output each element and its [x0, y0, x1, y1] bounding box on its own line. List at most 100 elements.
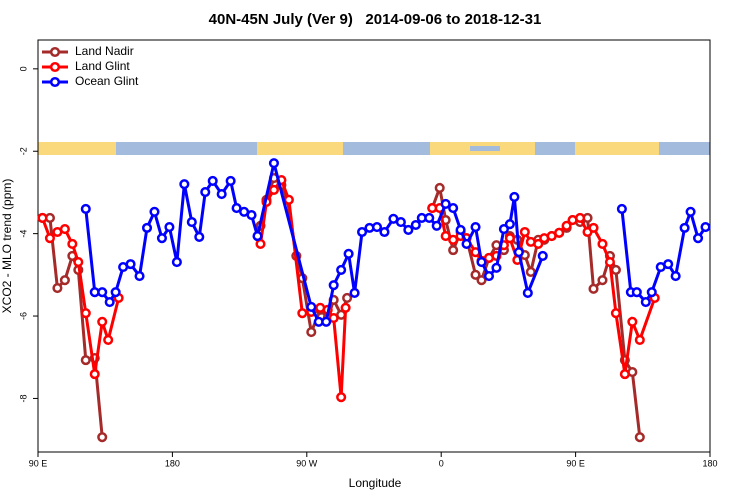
point — [97, 432, 108, 443]
x-axis-label: Longitude — [349, 476, 402, 490]
point — [476, 275, 487, 286]
series-line — [41, 177, 657, 398]
point — [440, 198, 451, 210]
point — [80, 355, 91, 366]
point — [519, 226, 530, 238]
point — [134, 271, 145, 282]
land-ocean-strip — [38, 142, 710, 155]
point — [440, 231, 451, 242]
point — [342, 292, 353, 303]
legend-label: Land Glint — [75, 59, 130, 73]
legend-label: Ocean Glint — [75, 74, 139, 88]
point — [80, 203, 91, 214]
y-axis-label: XCO2 - MLO trend (ppm) — [0, 179, 14, 314]
chart-title: 40N-45N July (Ver 9) 2014-09-06 to 2018-… — [209, 11, 542, 28]
point — [476, 257, 487, 268]
point — [597, 275, 608, 286]
x-tick-label: 90 E — [29, 458, 48, 468]
point — [685, 206, 696, 217]
point — [448, 234, 459, 245]
point — [491, 262, 502, 273]
point — [164, 221, 175, 233]
point — [328, 280, 339, 291]
point — [379, 226, 390, 238]
point — [483, 271, 495, 282]
point — [700, 221, 711, 233]
point — [200, 186, 211, 198]
point — [59, 275, 70, 286]
point — [225, 175, 236, 186]
point — [693, 233, 704, 244]
point — [646, 287, 657, 298]
point — [268, 184, 279, 196]
point — [349, 287, 360, 299]
point — [597, 238, 608, 249]
point — [634, 432, 645, 443]
point — [89, 369, 100, 380]
point — [340, 302, 351, 313]
point — [604, 257, 615, 268]
point — [186, 217, 197, 228]
point — [67, 238, 78, 249]
point — [679, 222, 690, 233]
point — [283, 194, 294, 205]
point — [231, 203, 242, 214]
point — [141, 222, 153, 233]
point — [97, 287, 108, 298]
point — [207, 175, 218, 186]
point — [149, 206, 160, 217]
point — [104, 296, 115, 308]
point — [336, 264, 347, 275]
point — [73, 257, 84, 268]
point — [537, 250, 548, 261]
legend-marker — [49, 76, 61, 88]
point — [663, 259, 674, 270]
x-tick-label: 90 W — [296, 458, 318, 468]
point — [504, 219, 515, 230]
point — [610, 264, 621, 275]
point — [80, 308, 91, 319]
point — [216, 189, 227, 200]
point — [522, 287, 533, 299]
point — [179, 179, 190, 190]
point — [509, 191, 520, 203]
point — [268, 158, 279, 169]
legend-marker — [49, 61, 61, 73]
point — [627, 316, 638, 327]
x-tick-label: 180 — [702, 458, 717, 468]
y-tick-label: 0 — [18, 66, 28, 71]
point — [37, 212, 48, 224]
point — [395, 217, 406, 228]
point — [670, 271, 681, 282]
point — [156, 233, 167, 244]
point — [461, 238, 472, 249]
point — [470, 269, 481, 280]
y-tick-label: -8 — [18, 394, 28, 402]
point — [575, 212, 586, 224]
point — [533, 238, 544, 249]
point — [110, 287, 121, 298]
point — [504, 233, 515, 244]
point — [403, 224, 414, 235]
point — [336, 392, 347, 403]
point — [371, 221, 383, 233]
y-tick-label: -4 — [18, 230, 28, 238]
point — [455, 224, 466, 235]
point — [448, 245, 459, 256]
series-line — [84, 162, 707, 324]
point — [634, 334, 645, 345]
point — [631, 287, 642, 298]
legend-label: Land Nadir — [75, 44, 134, 58]
x-tick-label: 90 E — [566, 458, 585, 468]
point — [513, 247, 524, 258]
point — [610, 308, 621, 319]
point — [103, 334, 114, 345]
point — [306, 327, 317, 338]
y-tick-label: -2 — [18, 147, 28, 155]
point — [554, 227, 565, 238]
point — [44, 233, 55, 244]
point — [328, 313, 339, 324]
point — [97, 316, 108, 327]
point — [561, 220, 572, 231]
